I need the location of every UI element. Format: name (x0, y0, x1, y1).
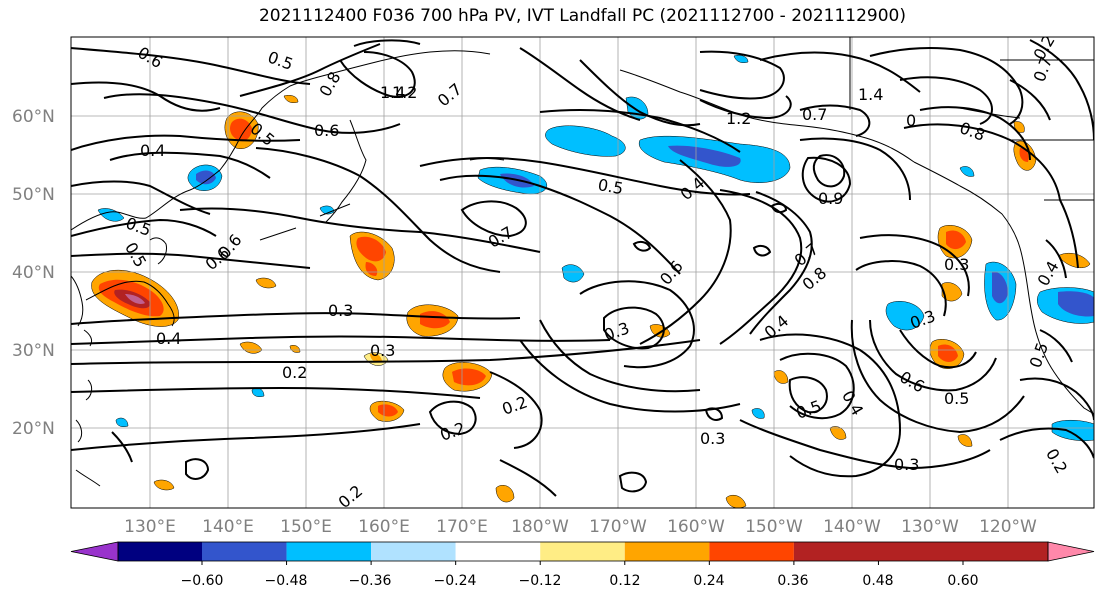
contour-label: 0.3 (944, 255, 969, 274)
lat-label-60n: 60°N (12, 107, 55, 127)
contour-label: 0.4 (156, 329, 181, 348)
lon-label: 120°W (979, 517, 1037, 537)
lon-label: 130°W (901, 517, 959, 537)
lon-label: 130°E (124, 517, 176, 537)
lon-label: 170°W (589, 517, 647, 537)
negative-anomaly-small-3 (115, 417, 129, 427)
lat-label-20n: 20°N (12, 419, 55, 439)
positive-anomaly-small-9 (773, 370, 789, 384)
colorbar-tick-label: −0.12 (519, 573, 562, 589)
contour-label: 0 (906, 111, 916, 130)
lon-label: 170°E (436, 517, 488, 537)
lon-label: 150°W (745, 517, 803, 537)
colorbar-tick-label: −0.60 (181, 573, 224, 589)
colorbar-tick-label: 0.24 (693, 573, 724, 589)
map-title: 2021112400 F036 700 hPa PV, IVT Landfall… (258, 6, 906, 26)
colorbar-tick-label: 0.48 (862, 573, 893, 589)
filled-anomalies (91, 55, 1094, 508)
contour-label: 0.5 (944, 389, 969, 408)
colorbar-segment (540, 542, 625, 561)
contour-label: 0.6 (314, 121, 339, 140)
colorbar-tick-label: 0.12 (609, 573, 640, 589)
lon-label: 150°E (280, 517, 332, 537)
negative-anomaly-35n-145w (885, 301, 925, 331)
lon-label: 160°W (667, 517, 725, 537)
coast-north-america (913, 161, 1094, 415)
colorbar-extend-high (1047, 541, 1095, 562)
positive-anomaly-small-3 (649, 324, 671, 338)
positive-anomaly-small-4 (725, 495, 747, 508)
negative-anomaly-small-1 (561, 264, 585, 283)
contour-label: 0.3 (700, 429, 725, 448)
colorbar-tick-label: 0.60 (947, 573, 978, 589)
contour-label: 1.4 (858, 85, 883, 104)
graticule (71, 37, 1094, 508)
colorbar-segments (70, 541, 1095, 565)
lat-label-40n: 40°N (12, 263, 55, 283)
colorbar-tick-label: 0.36 (777, 573, 808, 589)
colorbar-tick-label: −0.24 (434, 573, 477, 589)
contour-label: 1.4 (380, 83, 405, 102)
colorbar-segment (624, 542, 710, 561)
colorbar-frame (117, 541, 1049, 562)
coast-korea (71, 275, 84, 327)
negative-anomaly-small-6 (751, 408, 765, 419)
contour-label: 0.3 (894, 455, 919, 474)
positive-anomaly-small-8 (283, 95, 299, 103)
coast-asia (71, 50, 491, 231)
lat-label-30n: 30°N (12, 341, 55, 361)
lon-label: 140°W (823, 517, 881, 537)
colorbar-segment (793, 542, 1048, 561)
positive-anomaly-east-edge (1057, 253, 1091, 269)
negative-anomaly-small-7 (959, 166, 975, 177)
negative-anomaly-sea (97, 208, 125, 222)
contour-label: 0.9 (818, 189, 843, 208)
negative-anomaly-south-east (1051, 420, 1094, 441)
colorbar-segment (118, 542, 202, 561)
lon-label: 160°E (358, 517, 410, 537)
contour-label: 0.4 (140, 141, 165, 160)
colorbar-segment (371, 542, 456, 561)
contour-label: 0.7 (802, 105, 827, 124)
positive-anomaly-small-11 (957, 434, 973, 447)
map-frame (70, 36, 1095, 509)
negative-anomaly-small-5 (733, 55, 749, 63)
longitude-labels: 130°E 140°E 150°E 160°E 170°E 180°W 170°… (124, 517, 1037, 537)
positive-anomaly-small-2 (495, 485, 515, 503)
colorbar-ticks: −0.60 −0.48 −0.36 −0.24 −0.12 0.12 0.24 … (181, 573, 979, 589)
contour-label: 1.2 (726, 109, 751, 128)
latitude-labels: 60°N 50°N 40°N 30°N 20°N (12, 107, 55, 439)
contour-label: 0.3 (328, 301, 353, 320)
positive-anomaly-small-13 (289, 345, 301, 353)
positive-anomaly-japan-max (125, 294, 145, 304)
colorbar-segment (286, 542, 372, 561)
contour-label: 1.2 (392, 83, 417, 102)
pv-contours (71, 39, 1094, 497)
negative-anomaly-170w (545, 125, 626, 157)
positive-anomaly-small-10 (829, 426, 847, 440)
colorbar-tick-label: −0.48 (265, 573, 308, 589)
colorbar-segment (202, 542, 287, 561)
contour-label: 0.3 (370, 341, 395, 360)
coast-japan (85, 237, 175, 327)
colorbar: −0.60 −0.48 −0.36 −0.24 −0.12 0.12 0.24 … (70, 541, 1095, 589)
contour-label: 0.5 (596, 175, 624, 198)
colorbar-extend-low (70, 541, 119, 562)
positive-anomaly-small-7 (153, 479, 175, 491)
lat-label-50n: 50°N (12, 185, 55, 205)
colorbar-tick-label: −0.36 (349, 573, 392, 589)
map-content: 0.6 0.5 0.8 1.4 1.2 0.7 0.5 0.6 0.4 0.5 … (71, 37, 1094, 508)
colorbar-segment (709, 542, 794, 561)
coast-alaska (619, 69, 915, 163)
colorbar-segment (455, 542, 541, 561)
lon-label: 140°E (202, 517, 254, 537)
contour-label: 0.2 (282, 363, 307, 382)
lon-label: 180°W (511, 517, 569, 537)
coast-kamchatka (325, 119, 367, 223)
positive-anomaly-small-6 (255, 277, 277, 289)
